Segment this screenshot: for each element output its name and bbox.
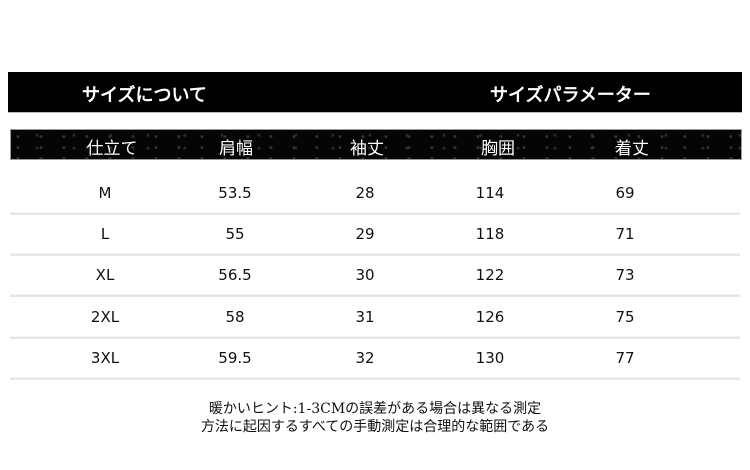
- cell-chest: 114: [475, 184, 505, 202]
- header-size: 仕立て: [86, 139, 138, 159]
- title-banner: サイズについて サイズパラメーター: [8, 72, 742, 113]
- note-line-2: 方法に起因するすべての手動測定は合理的な範囲である: [200, 419, 550, 435]
- header-length: 着丈: [615, 139, 649, 159]
- row-divider: [10, 336, 740, 339]
- banner-right-title: サイズパラメーター: [490, 85, 651, 106]
- table-header: 仕立て 肩幅 袖丈 胸囲 着丈: [10, 129, 742, 160]
- cell-length: 77: [615, 349, 635, 367]
- cell-shoulder: 59.5: [218, 349, 252, 367]
- table-row: XL 56.5 30 122 73: [10, 255, 740, 297]
- cell-chest: 118: [475, 225, 505, 243]
- row-divider: [10, 377, 740, 380]
- table-row: M 53.5 28 114 69: [10, 173, 740, 215]
- row-divider: [10, 294, 740, 297]
- measurement-note: 暖かいヒント:1-3CMの誤差がある場合は異なる測定 方法に起因するすべての手動…: [0, 400, 750, 436]
- table-row: L 55 29 118 71: [10, 214, 740, 256]
- cell-shoulder: 53.5: [218, 184, 252, 202]
- row-divider: [10, 212, 740, 215]
- banner-left-title: サイズについて: [82, 85, 207, 106]
- cell-chest: 126: [475, 308, 505, 326]
- cell-sleeve: 32: [355, 349, 375, 367]
- table-row: 2XL 58 31 126 75: [10, 297, 740, 339]
- cell-size: 3XL: [90, 349, 120, 367]
- cell-length: 69: [615, 184, 635, 202]
- cell-size: 2XL: [90, 308, 120, 326]
- cell-chest: 130: [475, 349, 505, 367]
- row-divider: [10, 253, 740, 256]
- cell-length: 71: [615, 225, 635, 243]
- cell-length: 75: [615, 308, 635, 326]
- cell-sleeve: 30: [355, 266, 375, 284]
- cell-size: XL: [95, 266, 115, 284]
- cell-length: 73: [615, 266, 635, 284]
- cell-sleeve: 31: [355, 308, 375, 326]
- cell-size: M: [98, 184, 112, 202]
- header-chest: 胸囲: [481, 139, 515, 159]
- cell-shoulder: 58: [225, 308, 245, 326]
- cell-sleeve: 29: [355, 225, 375, 243]
- header-shoulder: 肩幅: [219, 139, 253, 159]
- cell-shoulder: 55: [225, 225, 245, 243]
- cell-shoulder: 56.5: [218, 266, 252, 284]
- cell-sleeve: 28: [355, 184, 375, 202]
- header-sleeve: 袖丈: [350, 139, 384, 159]
- table-row: 3XL 59.5 32 130 77: [10, 338, 740, 380]
- cell-chest: 122: [475, 266, 505, 284]
- cell-size: L: [100, 225, 110, 243]
- note-line-1: 暖かいヒント:1-3CMの誤差がある場合は異なる測定: [208, 401, 542, 417]
